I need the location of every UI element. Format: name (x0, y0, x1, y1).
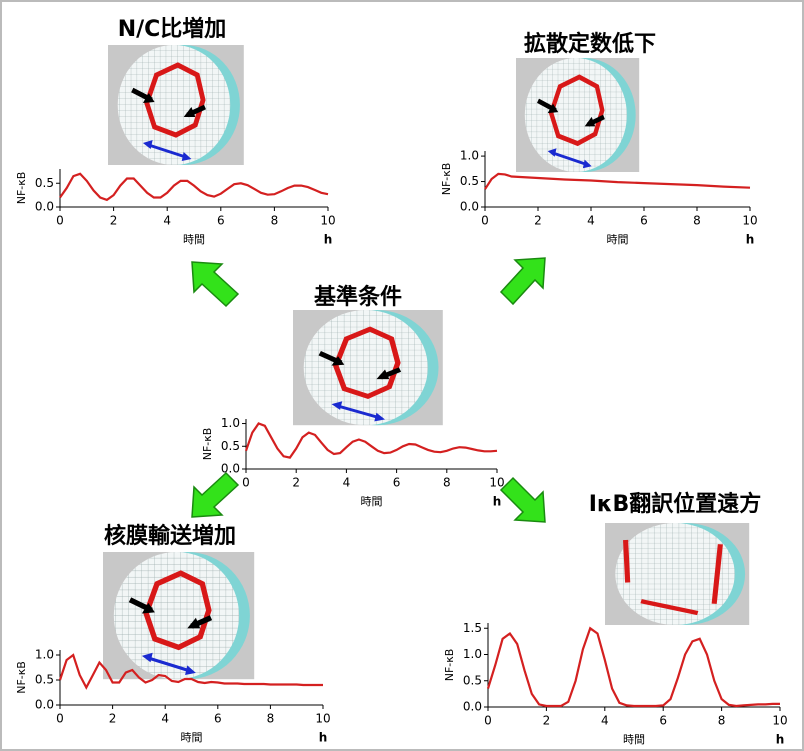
x-tick-label: 6 (393, 476, 401, 490)
x-tick-label: 10 (489, 476, 504, 490)
cell-image (605, 523, 749, 625)
x-tick-label: 8 (271, 214, 279, 228)
y-tick-label: 1.0 (35, 648, 54, 662)
x-tick-label: 4 (161, 712, 169, 726)
x-tick-label: 8 (443, 476, 451, 490)
y-tick-label: 1.0 (460, 149, 479, 163)
y-tick-label: 0.5 (463, 673, 482, 687)
x-tick-label: 2 (534, 214, 542, 228)
cell-image (103, 552, 254, 679)
cell-image (108, 45, 244, 165)
x-tick-label: 4 (587, 214, 595, 228)
panel-title: N/C比増加 (118, 16, 227, 42)
x-axis-unit: h (324, 233, 333, 247)
x-tick-label: 4 (163, 214, 171, 228)
y-tick-label: 0.5 (221, 439, 240, 453)
x-tick-label: 10 (742, 214, 757, 228)
y-tick-label: 0.0 (35, 698, 54, 712)
x-tick-label: 10 (315, 712, 330, 726)
x-axis-label: 時間 (361, 495, 383, 508)
x-tick-label: 6 (659, 714, 667, 728)
y-axis-label: NF-κB (443, 649, 456, 682)
x-axis-unit: h (776, 733, 785, 747)
page: {"chart_data": [ {"type": "line", "title… (0, 0, 804, 751)
x-tick-label: 6 (217, 214, 225, 228)
x-tick-label: 10 (772, 714, 787, 728)
data-line (60, 174, 328, 200)
arrow (501, 258, 545, 304)
figure: N/C比増加 0 2 4 6 8 10 0.0 0.5 時間 h NF-κB 拡散定数低下 0 2 4 6 8 10… (0, 0, 804, 751)
arrow (192, 473, 238, 517)
x-axis-unit: h (746, 233, 755, 247)
x-axis-unit: h (493, 495, 502, 509)
x-tick-label: 10 (320, 214, 335, 228)
cell-image (516, 58, 639, 172)
x-tick-label: 8 (693, 214, 701, 228)
panel-title: 基準条件 (314, 284, 402, 310)
x-axis-label: 時間 (623, 733, 645, 746)
y-axis-label: NF-κB (440, 163, 453, 196)
x-tick-label: 4 (343, 476, 351, 490)
x-tick-label: 8 (718, 714, 726, 728)
x-tick-label: 6 (640, 214, 648, 228)
data-line (246, 424, 497, 458)
arrow (192, 262, 238, 306)
y-tick-label: 0.0 (460, 200, 479, 214)
x-tick-label: 8 (267, 712, 275, 726)
x-tick-label: 2 (110, 214, 118, 228)
x-tick-label: 0 (242, 476, 250, 490)
y-tick-label: 0.0 (35, 200, 54, 214)
y-axis-label: NF-κB (201, 428, 214, 461)
cell-image (293, 310, 443, 425)
y-tick-label: 1.0 (463, 647, 482, 661)
x-axis-label: 時間 (181, 731, 203, 744)
x-tick-label: 0 (484, 714, 492, 728)
x-tick-label: 2 (292, 476, 300, 490)
y-tick-label: 0.5 (35, 176, 54, 190)
data-line (485, 174, 750, 189)
panel-title: 核膜輸送増加 (104, 523, 236, 549)
x-tick-label: 2 (109, 712, 117, 726)
y-tick-label: 1.5 (463, 621, 482, 635)
y-tick-label: 0.5 (460, 174, 479, 188)
panel-title: IκB翻訳位置遠方 (589, 491, 762, 517)
x-tick-label: 6 (214, 712, 222, 726)
x-tick-label: 0 (56, 214, 64, 228)
x-tick-label: 0 (56, 712, 64, 726)
y-tick-label: 0.0 (463, 700, 482, 714)
y-tick-label: 1.0 (221, 416, 240, 430)
x-axis-label: 時間 (183, 233, 205, 246)
y-tick-label: 0.0 (221, 462, 240, 476)
x-axis-label: 時間 (607, 233, 629, 246)
y-tick-label: 0.5 (35, 673, 54, 687)
y-axis-label: NF-κB (15, 661, 28, 694)
arrow (501, 478, 545, 522)
x-axis-unit: h (319, 731, 328, 745)
data-line (488, 628, 780, 706)
panel-title: 拡散定数低下 (524, 31, 656, 57)
x-tick-label: 4 (601, 714, 609, 728)
y-axis-label: NF-κB (15, 172, 28, 205)
x-tick-label: 0 (481, 214, 489, 228)
x-tick-label: 2 (543, 714, 551, 728)
